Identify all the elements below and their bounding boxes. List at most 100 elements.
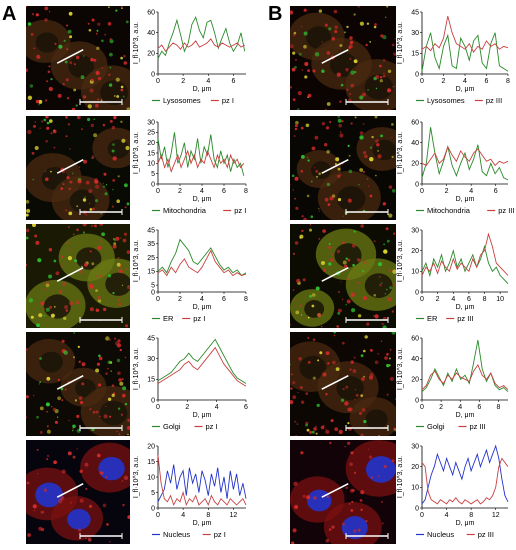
signal-speck [115,9,118,12]
cell-nucleus [67,508,91,530]
signal-speck [294,505,299,509]
signal-speck [311,293,316,297]
signal-speck [95,368,100,373]
signal-speck [375,75,380,79]
signal-speck [36,54,41,60]
signal-speck [111,149,115,153]
signal-speck [326,150,330,154]
series-line-organelle [421,340,509,393]
signal-speck [301,215,304,218]
signal-speck [320,325,323,328]
signal-speck [312,69,316,73]
signal-speck [125,324,129,328]
y-tick-label: 40 [411,140,419,147]
signal-speck [389,376,394,381]
signal-speck [121,378,124,381]
signal-speck [303,217,307,220]
signal-speck [362,170,365,174]
signal-speck [93,58,97,62]
signal-speck [95,184,100,189]
signal-speck [324,197,329,202]
signal-speck [300,25,303,28]
signal-speck [55,271,60,276]
signal-speck [346,25,349,29]
signal-speck [381,322,384,326]
signal-speck [350,292,355,297]
signal-speck [296,278,301,283]
signal-speck [366,322,370,326]
y-axis-label: I_fl·10^3, a.u. [133,132,140,174]
signal-speck [116,430,118,433]
signal-speck [387,109,390,110]
signal-speck [97,245,102,250]
signal-speck [72,428,74,430]
profile-line [56,374,84,390]
signal-speck [329,196,334,201]
x-tick-label: 0 [156,188,160,195]
signal-speck [358,184,360,186]
signal-speck [39,406,44,411]
cell-nucleus [76,247,102,270]
signal-speck [102,123,106,127]
signal-speck [383,249,388,254]
signal-speck [48,11,51,13]
signal-speck [116,262,121,267]
signal-speck [394,38,396,40]
signal-speck [317,313,322,317]
signal-speck [47,70,51,74]
signal-speck [391,310,394,313]
x-axis-label: D, μm [193,520,212,527]
signal-speck [292,528,297,533]
signal-speck [373,25,377,29]
x-tick-label: 6 [477,404,481,411]
signal-speck [300,170,304,173]
signal-speck [345,486,348,489]
row-B2: 0 20 40 60 0 2 4 6 I_fl·10^3, a.u. D, μm Mitochond… [290,116,514,220]
y-axis-label: I_fl·10^3, a.u. [397,22,404,64]
signal-speck [79,469,83,473]
signal-speck [68,419,70,422]
signal-speck [92,18,94,20]
signal-speck [96,46,100,50]
signal-speck [342,241,345,245]
signal-speck [90,78,94,82]
signal-speck [292,98,296,102]
profile-plot-A1: 0 20 40 60 0 2 4 6 I_fl·10^3, a.u. D, μm Lysosomes… [133,9,246,105]
signal-speck [95,410,99,414]
signal-speck [96,29,99,32]
signal-speck [360,354,364,358]
signal-speck [298,357,302,361]
signal-speck [109,38,112,41]
signal-speck [300,126,304,130]
signal-speck [75,300,80,305]
y-tick-label: 15 [147,377,155,384]
signal-speck [350,83,354,88]
signal-speck [98,356,103,361]
signal-speck [379,76,383,79]
signal-speck [347,258,351,262]
signal-speck [325,428,327,430]
x-axis-label: D, μm [193,412,212,419]
signal-speck [357,314,362,318]
signal-speck [48,86,53,92]
signal-speck [127,515,130,519]
signal-speck [345,385,349,389]
signal-speck [77,179,82,184]
y-tick-label: 0 [151,181,155,188]
signal-speck [291,174,295,178]
signal-speck [58,499,63,504]
signal-speck [66,24,69,27]
signal-speck [63,350,68,355]
signal-speck [325,108,327,110]
signal-speck [290,400,294,405]
signal-speck [321,122,326,126]
signal-speck [356,281,360,285]
series-line-organelle [421,127,509,181]
series-line-organelle [421,32,509,72]
signal-speck [87,117,91,122]
signal-speck [46,425,49,428]
signal-speck [69,61,73,65]
legend: Lysosomes pz III [416,96,502,105]
signal-speck [124,403,128,406]
y-tick-label: 0 [415,505,419,512]
